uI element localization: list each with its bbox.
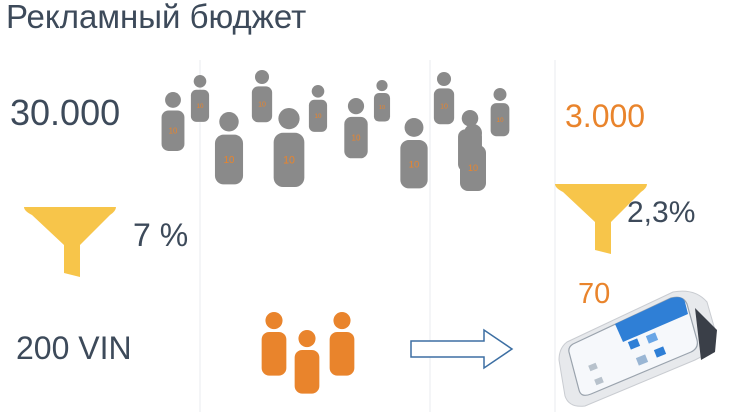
person-icon: 10 (400, 118, 428, 189)
person-badge: 10 (351, 133, 361, 142)
funnel-icon (24, 207, 116, 277)
orange-result: 70 (578, 278, 611, 310)
person-badge: 10 (496, 117, 504, 124)
arrow-right-icon (410, 328, 514, 370)
person-badge: 10 (258, 102, 266, 109)
budget-amount: 30.000 (10, 92, 121, 133)
person-badge: 10 (169, 126, 178, 135)
vin-count: 200 VIN (16, 330, 132, 366)
person-icon: 10 (251, 70, 273, 123)
person-icon: 10 (214, 112, 244, 185)
person-badge: 10 (196, 103, 204, 110)
person-icon: 10 (460, 124, 486, 191)
person-icon: 10 (273, 108, 305, 188)
person-badge: 10 (314, 113, 322, 120)
person-badge: 10 (283, 154, 295, 166)
person-badge: 10 (224, 155, 235, 166)
page-title: Рекламный бюджет (6, 0, 307, 35)
person-icon: 10 (190, 75, 210, 122)
orange-total: 3.000 (565, 98, 646, 134)
person-badge: 10 (468, 163, 478, 173)
person-icon: 10 (161, 92, 185, 151)
person-badge: 10 (409, 159, 420, 170)
payment-terminal-icon (558, 290, 717, 407)
conversion-rate-1: 7 % (133, 217, 189, 253)
conversion-rate-2: 2,3% (627, 196, 696, 229)
person-icon: 10 (433, 72, 455, 125)
person-icon (329, 312, 355, 376)
person-badge: 10 (379, 105, 385, 111)
person-icon: 10 (373, 80, 391, 122)
person-badge: 10 (440, 104, 448, 111)
person-icon: 10 (344, 98, 368, 159)
person-icon (294, 330, 320, 394)
person-icon: 10 (490, 88, 510, 137)
funnel-icon (555, 184, 647, 254)
person-icon (261, 312, 287, 376)
person-icon: 10 (308, 85, 328, 132)
